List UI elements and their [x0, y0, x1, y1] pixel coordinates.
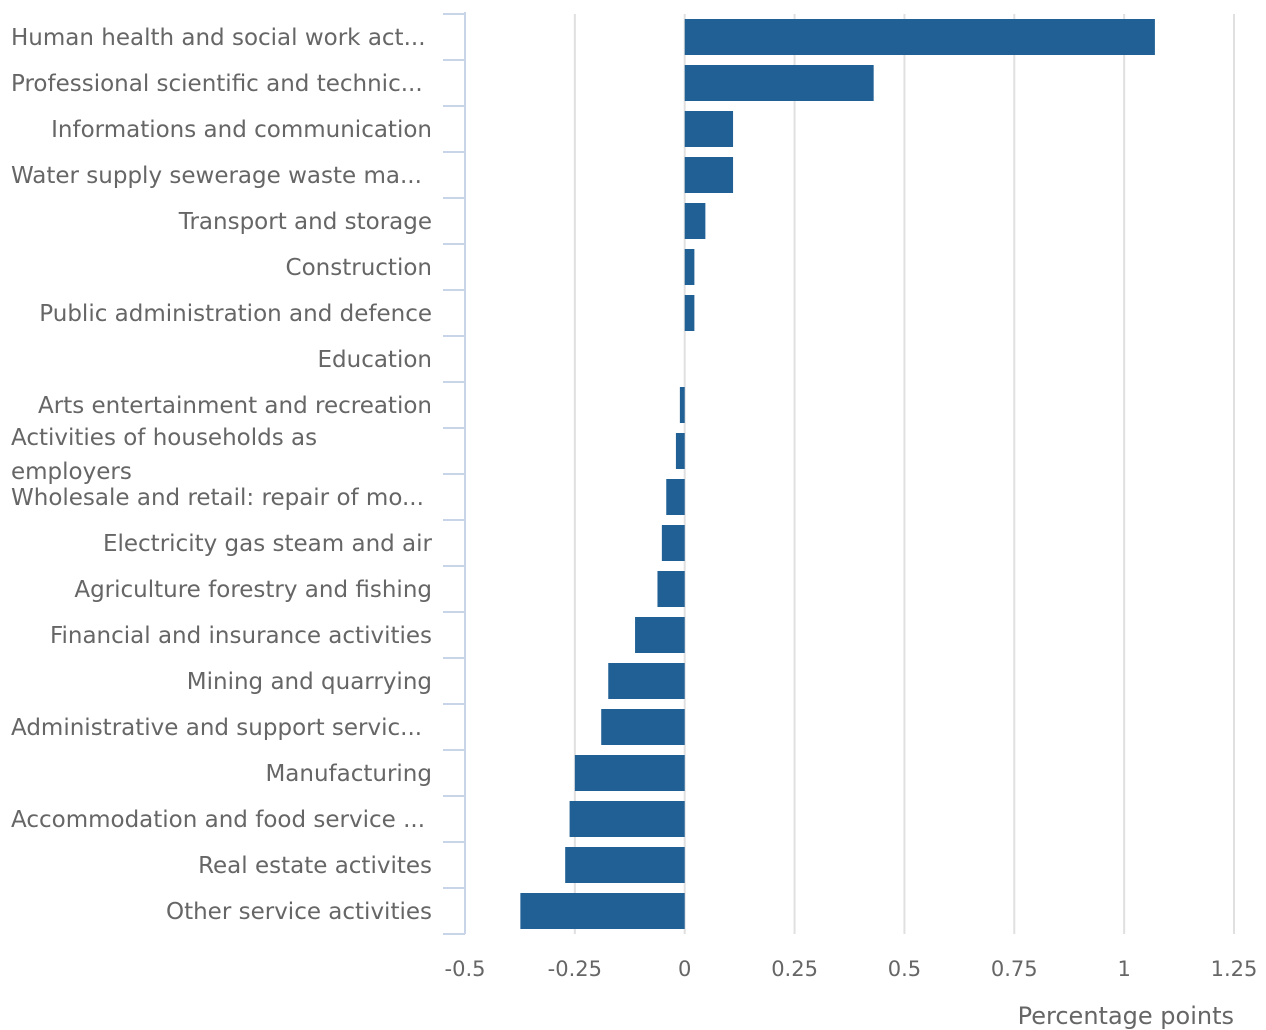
- category-label: Manufacturing: [265, 761, 432, 787]
- bar: [684, 19, 1155, 55]
- bar: [657, 571, 685, 607]
- category-label: Financial and insurance activities: [50, 623, 432, 649]
- x-tick-label: -0.25: [548, 957, 602, 981]
- bar: [565, 847, 685, 883]
- bar: [684, 157, 734, 193]
- category-label: Electricity gas steam and air: [103, 531, 433, 557]
- bar: [569, 801, 685, 837]
- bars: [520, 19, 1155, 929]
- bar: [666, 479, 685, 515]
- y-axis: [443, 12, 466, 935]
- category-label: Water supply sewerage waste ma...: [11, 163, 422, 189]
- bar: [661, 525, 685, 561]
- bar: [520, 893, 685, 929]
- category-label: Public administration and defence: [39, 301, 432, 327]
- x-tick-label: 0.5: [888, 957, 921, 981]
- category-label: Real estate activites: [198, 853, 432, 879]
- bar: [608, 663, 685, 699]
- x-tick-label: 1.25: [1211, 957, 1258, 981]
- category-label: Agriculture forestry and fishing: [74, 577, 432, 603]
- category-label: Education: [317, 347, 432, 373]
- category-label: Wholesale and retail: repair of mo...: [11, 485, 424, 511]
- bar: [679, 387, 685, 423]
- category-label: Transport and storage: [178, 209, 432, 235]
- category-label: Arts entertainment and recreation: [38, 393, 432, 419]
- bar: [684, 203, 706, 239]
- gridlines: [573, 14, 1235, 934]
- x-tick-label: -0.5: [445, 957, 486, 981]
- category-label: Activities of households as employers: [11, 425, 317, 485]
- bar: [574, 755, 685, 791]
- bar: [675, 433, 685, 469]
- bar: [601, 709, 685, 745]
- x-tick-label: 0.25: [771, 957, 818, 981]
- category-label: Administrative and support servic...: [11, 715, 422, 741]
- category-label: Human health and social work act...: [11, 25, 426, 51]
- category-label: Other service activities: [166, 899, 432, 925]
- bar: [684, 249, 695, 285]
- x-tick-label: 1: [1117, 957, 1130, 981]
- x-tick-label: 0.75: [991, 957, 1038, 981]
- x-tick-label: 0: [678, 957, 691, 981]
- category-label: Construction: [286, 255, 432, 281]
- category-labels: Human health and social work act... Profe…: [11, 25, 433, 925]
- category-label: Mining and quarrying: [187, 669, 432, 695]
- bar: [635, 617, 685, 653]
- category-label: Accommodation and food service ...: [11, 807, 425, 833]
- category-label: Professional scientific and technic...: [11, 71, 423, 97]
- x-axis-ticks: -0.5 -0.25 0 0.25 0.5 0.75 1 1.25: [445, 957, 1258, 981]
- bar: [684, 111, 734, 147]
- x-axis-title: Percentage points: [1018, 1002, 1234, 1030]
- bar: [684, 65, 874, 101]
- category-label: Informations and communication: [51, 117, 432, 143]
- bar: [684, 295, 695, 331]
